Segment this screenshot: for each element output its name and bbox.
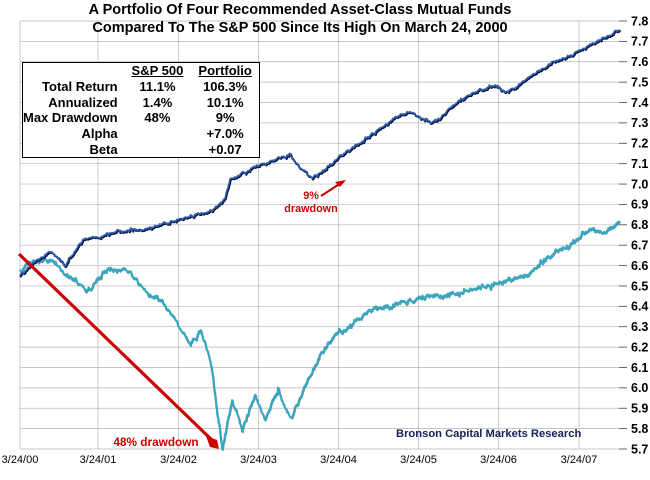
svg-text:7.2: 7.2 xyxy=(631,137,648,151)
svg-text:3/24/07: 3/24/07 xyxy=(561,454,598,466)
svg-text:5.8: 5.8 xyxy=(631,422,648,436)
svg-text:7.1: 7.1 xyxy=(631,157,648,171)
svg-text:7.7: 7.7 xyxy=(631,35,648,49)
svg-text:6.0: 6.0 xyxy=(631,381,648,395)
svg-text:3/24/03: 3/24/03 xyxy=(240,454,277,466)
svg-text:5.7: 5.7 xyxy=(631,442,648,456)
svg-text:3/24/02: 3/24/02 xyxy=(160,454,197,466)
svg-text:6.9: 6.9 xyxy=(631,198,648,212)
svg-text:6.8: 6.8 xyxy=(631,218,648,232)
svg-text:3/24/04: 3/24/04 xyxy=(320,454,357,466)
svg-text:6.6: 6.6 xyxy=(631,259,648,273)
svg-text:3/24/06: 3/24/06 xyxy=(480,454,517,466)
svg-text:5.9: 5.9 xyxy=(631,402,648,416)
svg-text:7.3: 7.3 xyxy=(631,116,648,130)
svg-text:7.6: 7.6 xyxy=(631,55,648,69)
svg-text:3/24/05: 3/24/05 xyxy=(400,454,437,466)
svg-text:7.0: 7.0 xyxy=(631,177,648,191)
svg-text:3/24/01: 3/24/01 xyxy=(80,454,117,466)
svg-text:7.4: 7.4 xyxy=(631,96,648,110)
svg-text:6.1: 6.1 xyxy=(631,361,648,375)
svg-text:6.5: 6.5 xyxy=(631,279,648,293)
svg-text:6.3: 6.3 xyxy=(631,320,648,334)
svg-text:3/24/00: 3/24/00 xyxy=(2,454,39,466)
svg-text:6.2: 6.2 xyxy=(631,340,648,354)
svg-text:6.7: 6.7 xyxy=(631,238,648,252)
svg-text:7.8: 7.8 xyxy=(631,14,648,28)
svg-text:6.4: 6.4 xyxy=(631,300,648,314)
svg-text:7.5: 7.5 xyxy=(631,75,648,89)
